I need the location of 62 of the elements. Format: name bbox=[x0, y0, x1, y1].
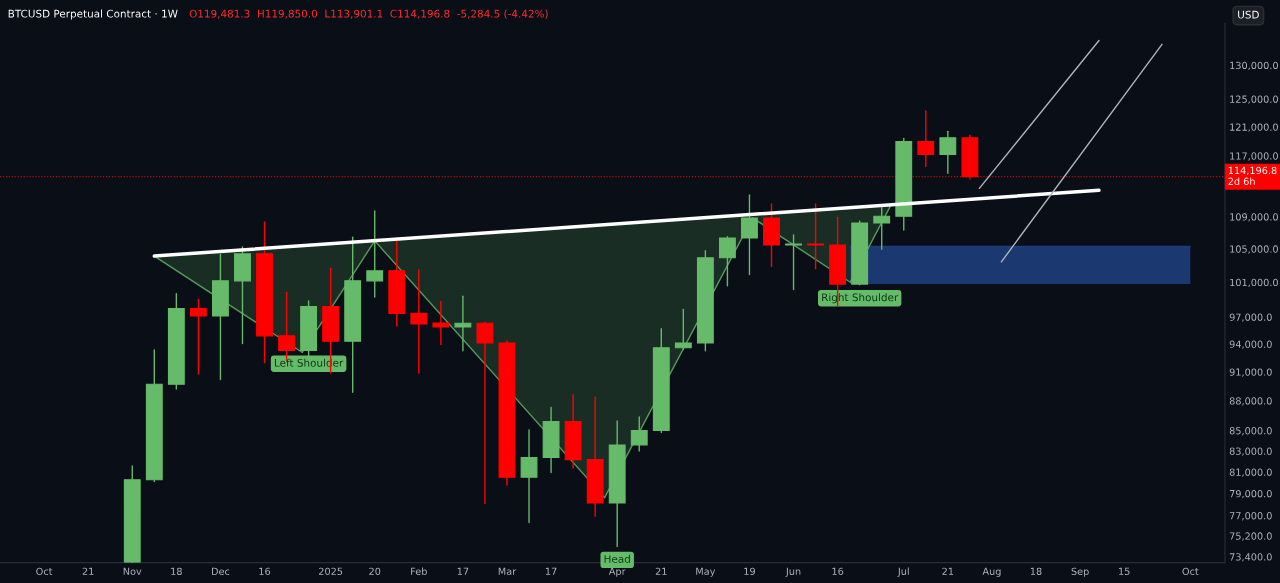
chart-title: BTCUSD Perpetual Contract · 1W bbox=[8, 9, 178, 20]
y-tick-label: 77,000.0 bbox=[1229, 512, 1272, 521]
y-tick-label: 117,000.0 bbox=[1230, 152, 1278, 161]
candlestick bbox=[674, 308, 692, 351]
x-tick-label: Jul bbox=[897, 567, 909, 577]
x-tick-label: 21 bbox=[82, 567, 94, 575]
x-tick-label: Sep bbox=[1071, 567, 1089, 577]
y-tick-label: 130,000.0 bbox=[1230, 61, 1278, 71]
candlestick bbox=[807, 203, 825, 270]
candlestick bbox=[630, 416, 648, 452]
x-tick-label: Dec bbox=[211, 567, 230, 575]
x-tick-label: 15 bbox=[1119, 567, 1130, 575]
candlestick bbox=[939, 130, 957, 174]
candlestick bbox=[410, 269, 428, 374]
x-tick-label: 17 bbox=[457, 567, 469, 575]
x-tick-label: 19 bbox=[744, 567, 755, 575]
x-tick-label: Oct bbox=[36, 567, 53, 575]
chart-subtitle: O119,481.3 H119,850.0 L113,901.1 C114,196.8 -5,284.5 (-4.42%) bbox=[189, 9, 548, 19]
y-tick-label: 91,000.0 bbox=[1229, 368, 1272, 377]
candlestick bbox=[785, 234, 802, 291]
x-tick-label: 17 bbox=[545, 567, 557, 575]
y-tick-label: 121,000.0 bbox=[1230, 123, 1278, 132]
candlestick bbox=[476, 321, 494, 505]
x-tick-label: 2025 bbox=[318, 567, 343, 575]
y-tick-label: 105,000.0 bbox=[1230, 245, 1278, 254]
y-tick-label: 85,000.0 bbox=[1229, 427, 1272, 436]
x-tick-label: Apr bbox=[608, 567, 626, 577]
y-axis-title: USD bbox=[1238, 10, 1259, 19]
x-tick-label: 18 bbox=[1030, 567, 1042, 575]
y-tick-label: 79,000.0 bbox=[1229, 489, 1272, 499]
x-tick-label: 21 bbox=[942, 567, 954, 575]
annotation: Head bbox=[604, 554, 630, 563]
y-tick-label: 73,400.0 bbox=[1229, 553, 1272, 562]
y-tick-label: 97,000.0 bbox=[1229, 313, 1272, 322]
x-tick-label: 16 bbox=[259, 567, 271, 575]
x-tick-label: Aug bbox=[982, 567, 1001, 577]
y-tick-label: 83,000.0 bbox=[1229, 447, 1272, 456]
candlestick bbox=[718, 236, 736, 287]
y-tick-label: 109,000.0 bbox=[1230, 213, 1278, 222]
candlestick bbox=[917, 110, 935, 168]
y-tick-label: 94,000.0 bbox=[1229, 340, 1272, 349]
y-tick-label: 88,000.0 bbox=[1229, 397, 1272, 406]
y-tick-label: 125,000.0 bbox=[1230, 95, 1278, 104]
ref-line-label: 114,196.8 2d 6h bbox=[1228, 166, 1277, 185]
x-tick-label: Nov bbox=[123, 567, 142, 575]
x-tick-label: 18 bbox=[171, 567, 182, 575]
y-tick-label: 81,000.0 bbox=[1229, 468, 1272, 477]
x-tick-label: May bbox=[696, 567, 716, 577]
candlestick bbox=[520, 429, 538, 524]
candlestick bbox=[366, 210, 384, 298]
x-tick-label: Feb bbox=[411, 567, 427, 575]
x-tick-label: 20 bbox=[369, 567, 381, 575]
y-tick-label: 75,200.0 bbox=[1229, 532, 1272, 541]
candlestick bbox=[454, 295, 472, 352]
y-tick-label: 101,000.0 bbox=[1230, 278, 1278, 288]
candlestick bbox=[432, 300, 450, 346]
x-tick-label: Jun bbox=[785, 567, 801, 577]
candlestick bbox=[189, 298, 207, 375]
x-tick-label: Oct bbox=[1182, 567, 1199, 575]
x-tick-label: 16 bbox=[832, 567, 844, 575]
x-tick-label: Mar bbox=[498, 567, 517, 575]
x-tick-label: 21 bbox=[655, 567, 667, 575]
